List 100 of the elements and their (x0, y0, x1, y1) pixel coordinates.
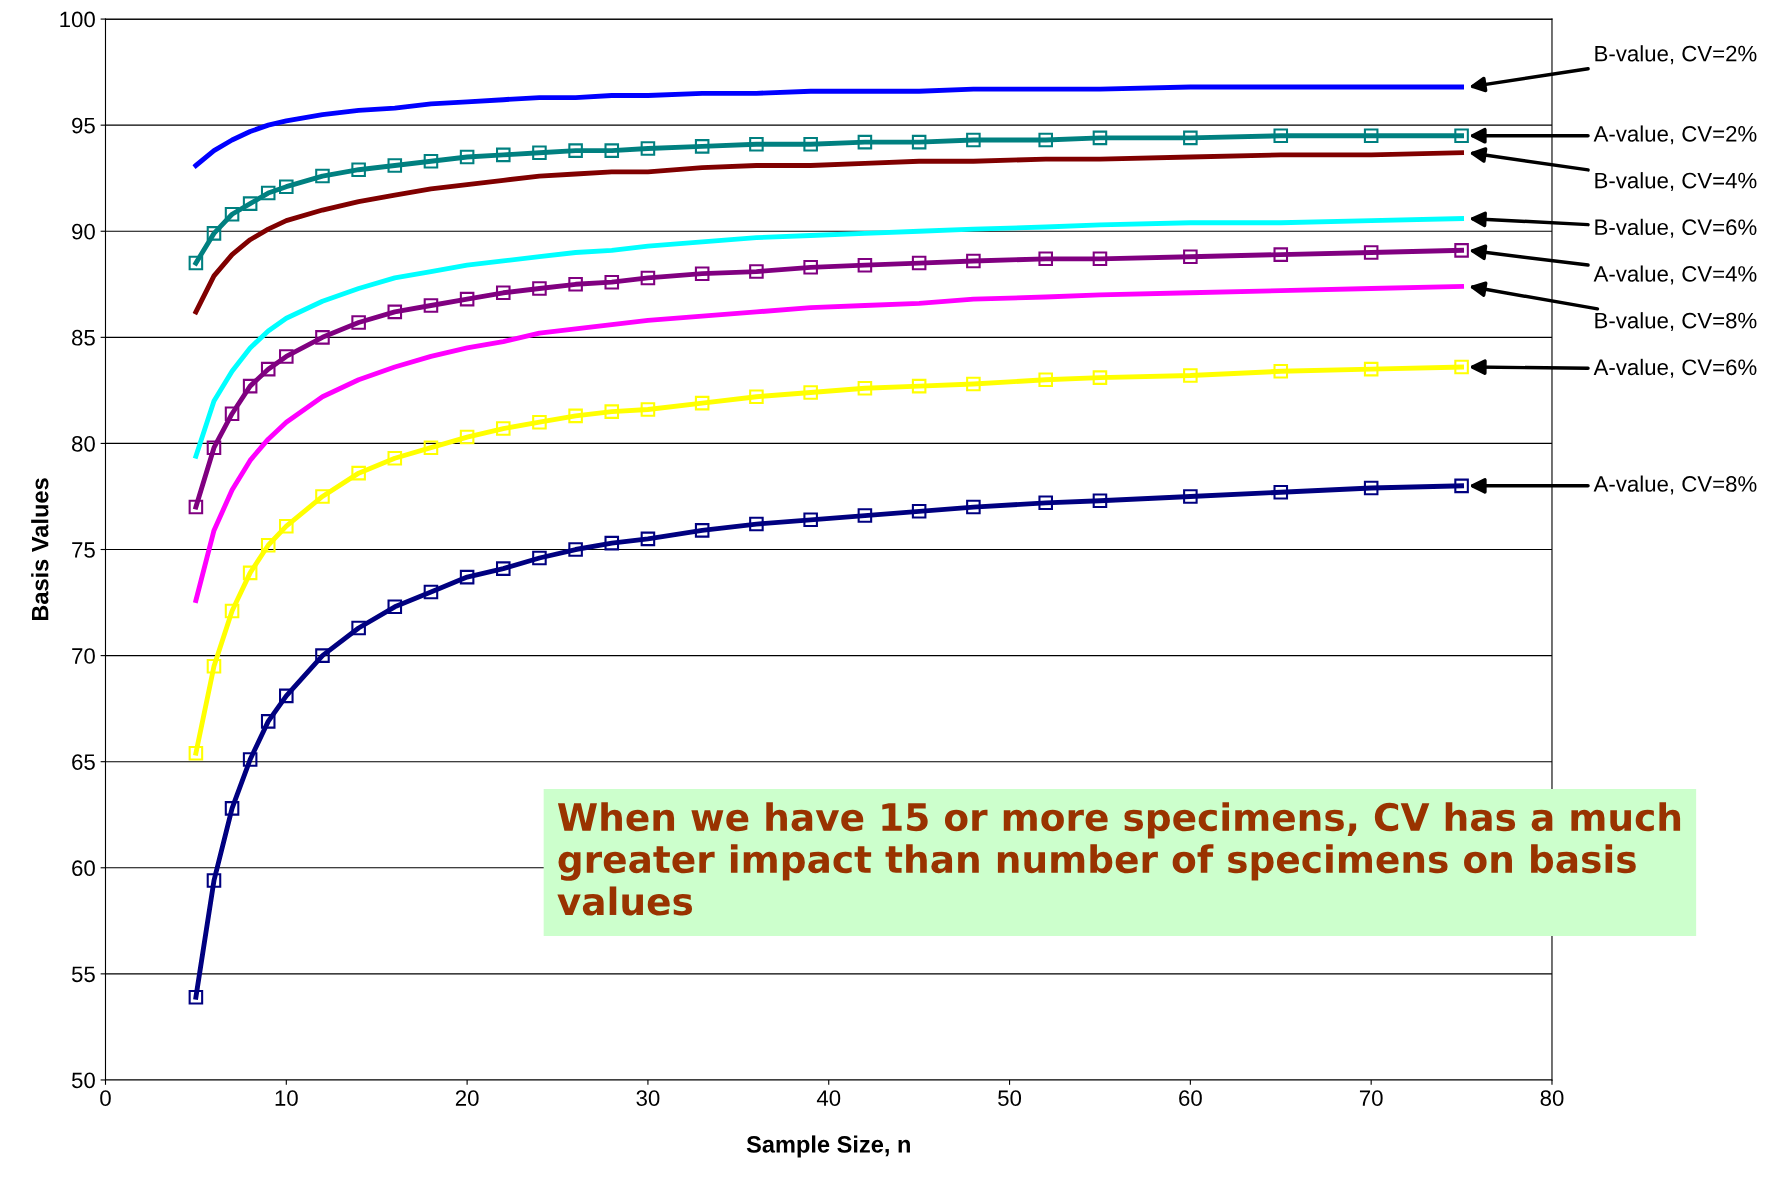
point (694, 395, 710, 411)
point (604, 274, 620, 290)
y-tick-label: 70 (72, 648, 95, 664)
point (749, 389, 764, 405)
point (459, 291, 475, 307)
text: A-value, CV=8% (1593, 475, 1757, 495)
point (1092, 493, 1108, 508)
point (694, 523, 710, 538)
point (279, 688, 294, 704)
point (188, 499, 204, 515)
y-tick-label: 100 (60, 11, 95, 28)
point (1273, 484, 1289, 500)
point (224, 406, 240, 422)
point (857, 508, 873, 523)
y-tick-label: 95 (72, 117, 95, 134)
point (1273, 128, 1289, 144)
point (459, 149, 475, 165)
point (242, 752, 258, 767)
text: B-value, CV=6% (1595, 218, 1757, 238)
point (351, 315, 366, 330)
y-tick-label: 85 (72, 329, 95, 346)
point (1363, 128, 1379, 144)
point (640, 402, 656, 417)
point (640, 270, 656, 286)
point (315, 168, 330, 184)
point (351, 162, 366, 178)
x-tick-label: 80 (1540, 1090, 1564, 1106)
point (260, 714, 276, 729)
point (532, 550, 547, 566)
line-series (193, 283, 1465, 603)
point (640, 531, 656, 547)
point (315, 648, 330, 663)
point (966, 253, 981, 269)
point (1363, 245, 1379, 260)
point (694, 266, 710, 281)
point (495, 561, 511, 576)
point (224, 603, 240, 619)
point (279, 179, 294, 194)
y-tick-label: 50 (71, 1072, 95, 1089)
point (911, 378, 927, 394)
point (495, 147, 511, 163)
x-tick-label: 50 (998, 1090, 1022, 1106)
point (803, 385, 818, 400)
point (387, 158, 403, 173)
point (279, 518, 294, 534)
y-tick-label: 60 (72, 860, 95, 877)
point (1454, 128, 1469, 144)
point (803, 512, 818, 528)
point (803, 260, 818, 275)
point (260, 537, 276, 553)
point (188, 745, 204, 761)
point (459, 429, 475, 445)
point (749, 136, 764, 152)
point (351, 465, 366, 481)
point (459, 569, 475, 585)
point (423, 153, 439, 169)
x-tick-label: 70 (1359, 1090, 1383, 1106)
point (568, 542, 583, 557)
point (568, 408, 583, 424)
point (495, 421, 511, 436)
point (568, 143, 583, 158)
point (387, 450, 403, 466)
x-tick-label: 40 (816, 1090, 841, 1106)
point (206, 226, 222, 241)
point (188, 989, 204, 1005)
point (423, 298, 439, 313)
point (1092, 370, 1108, 385)
x-tick-label: 30 (636, 1090, 660, 1106)
point (1273, 363, 1289, 379)
point (351, 620, 366, 636)
point (604, 535, 620, 551)
text: B-value, CV=2% (1595, 45, 1757, 65)
point (387, 599, 403, 615)
y-tick-label: 80 (72, 435, 95, 452)
line-series (193, 84, 1465, 168)
point (260, 361, 276, 377)
text: B-value, CV=8% (1595, 312, 1757, 332)
y-tick-label: 90 (72, 223, 95, 240)
point (1363, 480, 1379, 496)
point (694, 139, 710, 154)
point (911, 134, 927, 150)
point (803, 136, 818, 152)
point (206, 873, 222, 888)
text: A-value, CV=2% (1593, 125, 1757, 145)
point (224, 801, 240, 816)
point (1092, 251, 1108, 267)
point (188, 255, 204, 271)
y-tick-label: 75 (72, 542, 95, 558)
x-tick-label: 60 (1179, 1090, 1202, 1106)
x-tick-label: 10 (275, 1090, 298, 1106)
point (857, 134, 873, 150)
line-series (193, 216, 1465, 459)
point (1038, 132, 1053, 148)
point (604, 143, 620, 158)
point (260, 185, 276, 201)
point (966, 499, 981, 515)
x-tick-label: 20 (455, 1090, 479, 1106)
point (1454, 359, 1469, 375)
line-series (193, 150, 1465, 315)
annotation: When we have 15 or more specimens, CV has a much greater impact than number of specimens on basis values (557, 802, 1681, 916)
